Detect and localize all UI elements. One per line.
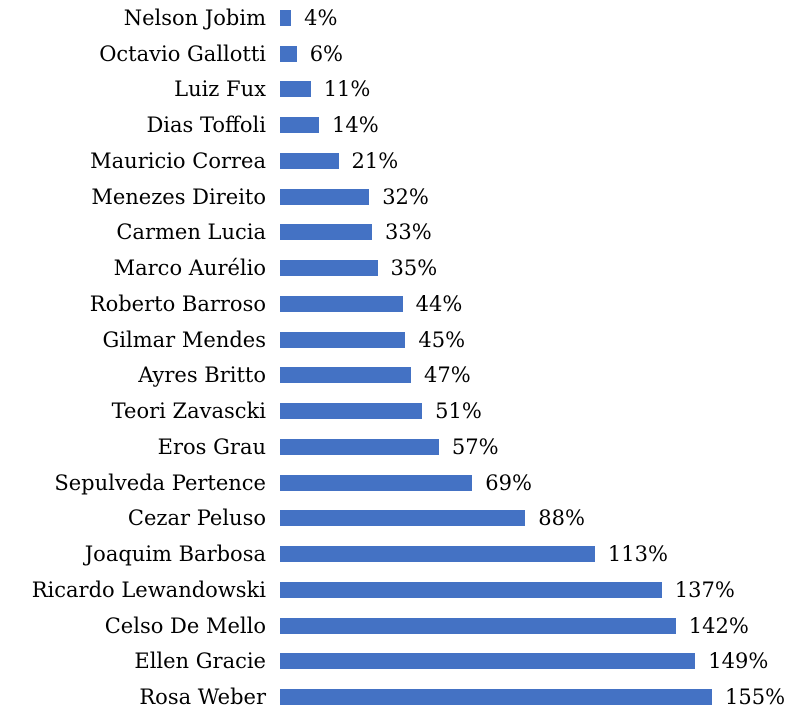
value-label: 113% (607, 542, 668, 567)
bar (280, 81, 311, 98)
chart-row: Marco Aurélio 35% (0, 250, 811, 286)
category-label: Roberto Barroso (89, 291, 266, 316)
chart-row: Gilmar Mendes 45% (0, 322, 811, 358)
value-label: 47% (424, 363, 471, 388)
bar (280, 9, 292, 26)
bar (280, 152, 339, 169)
bar (280, 260, 378, 277)
chart-row: Mauricio Correa 21% (0, 143, 811, 179)
category-label: Ricardo Lewandowski (31, 577, 266, 602)
bar (280, 331, 406, 348)
bar (280, 581, 662, 598)
category-label: Carmen Lucia (116, 220, 266, 245)
value-label: 21% (351, 148, 399, 173)
category-label: Cezar Peluso (127, 506, 266, 531)
chart-row: Rosa Weber 155% (0, 679, 811, 715)
category-label: Nelson Jobim (123, 5, 266, 30)
bar (280, 546, 595, 563)
chart-row: Carmen Lucia 33% (0, 215, 811, 251)
chart-row: Octavio Gallotti 6% (0, 36, 811, 72)
chart-row: Roberto Barroso 44% (0, 286, 811, 322)
chart-row: Cezar Peluso 88% (0, 501, 811, 537)
chart-row: Ellen Gracie 149% (0, 644, 811, 680)
chart-row: Ricardo Lewandowski 137% (0, 572, 811, 608)
category-label: Dias Toffoli (146, 113, 266, 138)
chart-row: Celso De Mello 142% (0, 608, 811, 644)
category-label: Marco Aurélio (113, 256, 266, 281)
value-label: 45% (418, 327, 466, 352)
bar (280, 188, 370, 205)
value-label: 11% (323, 77, 371, 102)
chart-row: Dias Toffoli 14% (0, 107, 811, 143)
bar (280, 438, 439, 455)
category-label: Teori Zavascki (111, 399, 266, 424)
bar (280, 689, 712, 706)
value-label: 14% (332, 113, 379, 138)
chart-row: Sepulveda Pertence 69% (0, 465, 811, 501)
category-label: Rosa Weber (139, 685, 266, 710)
value-label: 33% (385, 220, 432, 245)
chart-row: Ayres Britto 47% (0, 358, 811, 394)
value-label: 44% (415, 291, 463, 316)
bar (280, 474, 473, 491)
chart-row: Teori Zavascki 51% (0, 393, 811, 429)
value-label: 149% (708, 649, 769, 674)
category-label: Ellen Gracie (134, 649, 266, 674)
category-label: Luiz Fux (174, 77, 266, 102)
bar (280, 295, 403, 312)
chart-row: Luiz Fux 11% (0, 72, 811, 108)
value-label: 32% (382, 184, 429, 209)
category-label: Menezes Direito (91, 184, 266, 209)
bar (280, 510, 526, 527)
category-label: Joaquim Barbosa (84, 542, 266, 567)
value-label: 88% (538, 506, 585, 531)
chart-row: Menezes Direito 32% (0, 179, 811, 215)
category-label: Celso De Mello (104, 613, 266, 638)
value-label: 4% (304, 5, 338, 30)
chart-row: Eros Grau 57% (0, 429, 811, 465)
value-label: 69% (485, 470, 532, 495)
bar (280, 367, 411, 384)
bar (280, 653, 696, 670)
category-label: Sepulveda Pertence (54, 470, 266, 495)
chart-row: Joaquim Barbosa 113% (0, 536, 811, 572)
bar (280, 117, 319, 134)
bar (280, 45, 297, 62)
bar (280, 617, 676, 634)
category-label: Mauricio Correa (90, 148, 266, 173)
value-label: 51% (435, 399, 482, 424)
chart-row: Nelson Jobim 4% (0, 0, 811, 36)
bar (280, 403, 423, 420)
value-label: 6% (309, 41, 344, 66)
value-label: 137% (674, 577, 735, 602)
value-label: 142% (688, 613, 749, 638)
value-label: 155% (725, 685, 786, 710)
category-label: Octavio Gallotti (99, 41, 266, 66)
value-label: 57% (451, 434, 499, 459)
category-label: Gilmar Mendes (102, 327, 266, 352)
value-label: 35% (390, 256, 438, 281)
bar (280, 224, 372, 241)
category-label: Eros Grau (157, 434, 266, 459)
category-label: Ayres Britto (138, 363, 266, 388)
